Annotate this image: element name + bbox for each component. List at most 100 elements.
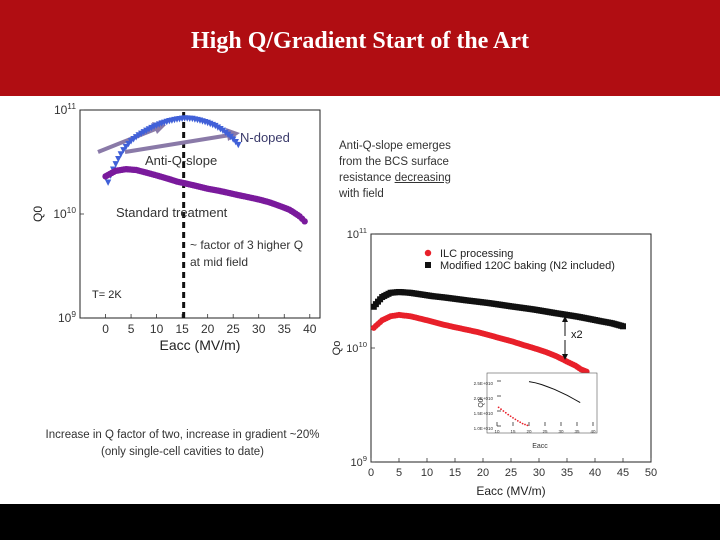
data-point <box>504 411 507 414</box>
inset-series-red <box>497 406 529 427</box>
data-point <box>217 126 224 133</box>
x-tick-label: 30 <box>252 322 266 336</box>
x-tick-label: 20 <box>526 429 532 434</box>
x-tick-label: 35 <box>561 467 573 479</box>
y-tick-label: 1011 <box>347 226 367 241</box>
chart2-series-modified-baking <box>370 288 626 330</box>
y-tick-label: 109 <box>350 454 367 469</box>
data-point <box>516 420 519 422</box>
legend-label-modified-baking: Modified 120C baking (N2 included) <box>440 260 615 272</box>
data-point <box>512 417 514 419</box>
x-tick-label: 15 <box>510 429 516 434</box>
x2-arrow-head-lower <box>562 354 568 360</box>
chart2-x2-annotation: x2 <box>562 316 583 360</box>
data-point <box>235 141 242 149</box>
data-point <box>507 413 510 416</box>
label-factor-note-line1: ~ factor of 3 higher Q <box>190 238 304 252</box>
data-point <box>120 147 127 154</box>
data-point <box>500 408 502 411</box>
x-tick-label: 25 <box>505 467 517 479</box>
y-tick-label: 1.0E+010 <box>474 426 494 431</box>
inset-frame <box>486 372 598 434</box>
chart2-ticks <box>370 233 652 463</box>
chart2-y-axis-label: Qo <box>331 341 343 356</box>
legend-marker-modified-baking <box>425 262 431 268</box>
bottom-note-line1: Increase in Q factor of two, increase in… <box>45 429 320 441</box>
data-point <box>509 415 512 418</box>
anti-q-note-line2: from the BCS surface <box>339 156 449 168</box>
x2-arrow-head <box>562 316 568 322</box>
chart2-x-axis-label: Eacc (MV/m) <box>476 484 545 498</box>
legend-marker-ilc <box>424 249 432 257</box>
data-point <box>104 179 112 186</box>
x-tick-label: 0 <box>102 322 109 336</box>
label-anti-q-slope: Anti-Q-slope <box>145 153 218 168</box>
x-tick-label: 0 <box>368 467 374 479</box>
data-point <box>122 143 130 151</box>
data-point <box>497 406 500 409</box>
title-bar <box>0 0 720 96</box>
x-tick-label: 5 <box>396 467 402 479</box>
x-tick-label: 20 <box>201 322 215 336</box>
x-tick-label: 40 <box>590 429 596 434</box>
label-factor-note-line2: at mid field <box>190 255 249 269</box>
x-tick-label: 10 <box>494 429 500 434</box>
anti-q-note: Anti-Q-slope emerges from the BCS surfac… <box>339 138 479 202</box>
arrow-to-n-doped <box>97 126 159 154</box>
data-point <box>514 418 517 421</box>
data-point <box>112 161 119 168</box>
y-tick-label: 1010 <box>53 205 76 221</box>
y-tick-label: 1011 <box>54 101 76 117</box>
y-tick-label: 109 <box>58 309 76 325</box>
label-n-doped: N-doped <box>240 130 290 145</box>
x-tick-label: 25 <box>542 429 548 434</box>
inset-ticks <box>496 380 594 427</box>
chart2-series-ilc-processing <box>370 311 590 375</box>
data-point <box>301 218 308 225</box>
chart1-x-axis-label: Eacc (MV/m) <box>160 337 241 353</box>
slide-title: High Q/Gradient Start of the Art <box>191 28 529 54</box>
inset-x-axis-label: Eacc <box>532 443 548 450</box>
data-point <box>526 424 529 427</box>
bottom-note-line2: (only single-cell cavities to date) <box>101 446 264 458</box>
x2-label: x2 <box>571 329 583 341</box>
x-tick-label: 10 <box>150 322 164 336</box>
anti-q-note-line4: with field <box>339 188 384 200</box>
data-point <box>502 410 505 412</box>
chart1-series-standard <box>102 165 308 225</box>
label-standard-treatment: Standard treatment <box>116 205 228 220</box>
y-tick-label: 1010 <box>346 340 367 355</box>
chart2-inset-plot: 10 15 20 25 30 35 40 1.0E+010 1.5E+010 2.0E+010 2.… <box>474 372 598 450</box>
chart2-legend: ILC processing Modified 120C baking (N2 … <box>424 248 615 272</box>
data-point <box>117 151 125 158</box>
legend-label-ilc: ILC processing <box>440 248 513 260</box>
y-tick-label: 2.0E+010 <box>474 396 494 401</box>
x-tick-label: 50 <box>645 467 657 479</box>
x-tick-label: 30 <box>558 429 564 434</box>
data-point <box>524 423 526 426</box>
chart1-y-axis-label: Q0 <box>31 206 45 222</box>
x-tick-label: 20 <box>477 467 489 479</box>
x-tick-label: 25 <box>227 322 241 336</box>
x-tick-label: 45 <box>617 467 629 479</box>
x-tick-label: 40 <box>303 322 317 336</box>
y-tick-label: 1.5E+010 <box>474 411 494 416</box>
anti-q-note-line1: Anti-Q-slope emerges <box>339 140 451 152</box>
chart-ilc-vs-modified-baking: 0 5 10 15 20 25 30 35 40 45 50 109 1010 1011 ILC proc… <box>331 226 657 498</box>
chart1-ticks <box>80 109 311 319</box>
x-tick-label: 40 <box>589 467 601 479</box>
x-tick-label: 15 <box>175 322 189 336</box>
x-tick-label: 15 <box>449 467 461 479</box>
x-tick-label: 35 <box>574 429 580 434</box>
label-temperature: T= 2K <box>92 289 122 301</box>
x-tick-label: 30 <box>533 467 545 479</box>
arrow-to-anti-q-slope <box>124 133 231 154</box>
inset-series-black <box>528 381 581 404</box>
x-tick-label: 35 <box>278 322 292 336</box>
anti-q-note-line3: resistance decreasing <box>339 172 451 184</box>
data-point <box>620 323 626 330</box>
bottom-bar <box>0 504 720 540</box>
x-tick-label: 5 <box>128 322 135 336</box>
